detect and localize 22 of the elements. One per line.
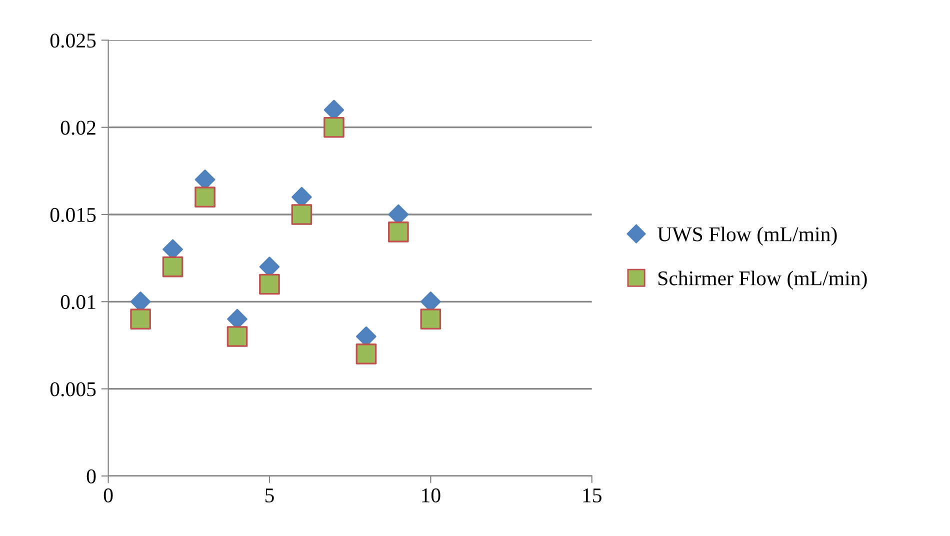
x-tick-label: 10 [422,488,440,502]
point [388,222,409,242]
point [194,186,216,208]
y-tick-label: 0 [86,469,96,484]
y-tick-label: 0.015 [50,208,96,222]
point [162,256,184,278]
legend-label: UWS Flow (mL/min) [658,226,837,246]
legend-label: Schirmer Flow (mL/min) [658,270,867,290]
point [259,274,280,295]
point [420,308,442,330]
x-tick-label: 15 [583,488,602,502]
point [130,308,151,330]
y-tick-label: 0.005 [50,382,96,396]
x-tick-label: 5 [265,488,274,502]
point [291,204,312,225]
x-tick-label: 0 [104,488,113,502]
y-tick-label: 0.025 [50,34,96,48]
point [356,344,377,364]
point [324,116,344,138]
y-tick-label: 0.02 [60,120,96,135]
point [226,326,248,347]
y-tick-label: 0.01 [60,295,96,310]
